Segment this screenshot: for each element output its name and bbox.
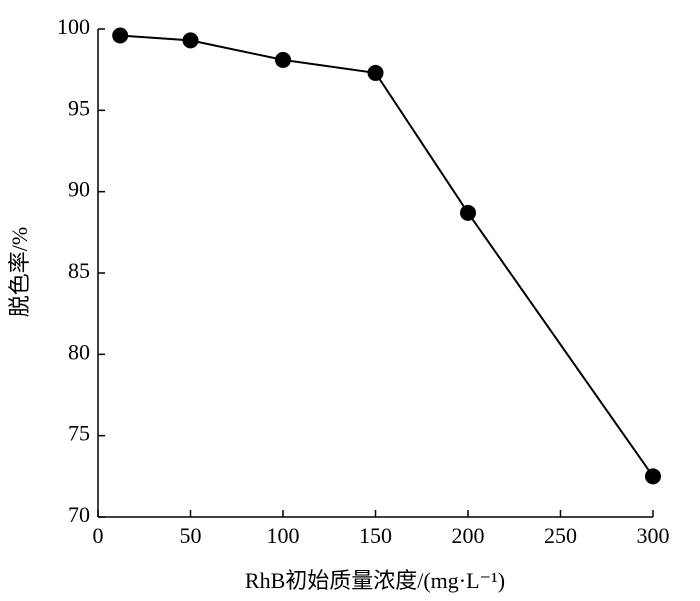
x-tick-label: 250 [544, 523, 577, 548]
x-tick-label: 300 [637, 523, 670, 548]
x-tick-label: 0 [93, 523, 104, 548]
x-tick-label: 50 [180, 523, 202, 548]
x-axis-label: RhB初始质量浓度/(mg·L⁻¹) [245, 568, 505, 593]
x-tick-label: 200 [452, 523, 485, 548]
x-tick-label: 100 [267, 523, 300, 548]
y-tick-label: 70 [68, 502, 90, 527]
y-tick-label: 75 [68, 421, 90, 446]
y-tick-label: 95 [68, 95, 90, 120]
marker [460, 204, 476, 221]
marker [367, 64, 384, 81]
marker [112, 27, 129, 44]
y-tick-label: 80 [68, 339, 90, 364]
x-tick-label: 150 [359, 523, 392, 548]
y-tick-label: 90 [68, 177, 90, 202]
marker [182, 32, 199, 49]
marker [645, 468, 661, 485]
marker [275, 51, 291, 68]
y-tick-label: 85 [68, 258, 90, 283]
y-axis-label: 脱色率/% [7, 227, 32, 317]
line [120, 34, 654, 477]
y-tick-label: 100 [57, 14, 90, 39]
